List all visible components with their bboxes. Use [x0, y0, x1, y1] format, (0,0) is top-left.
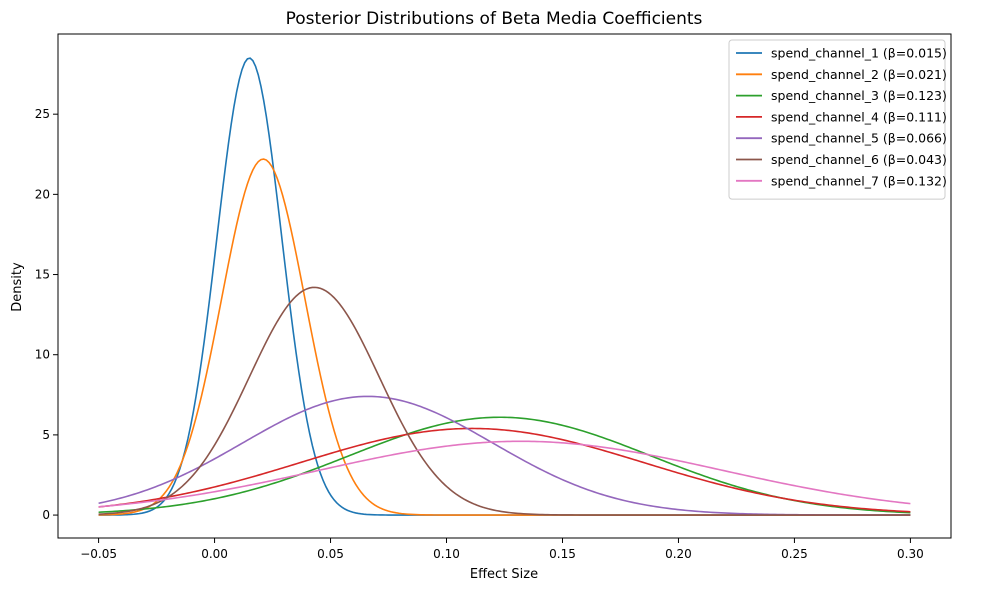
series-line-7 — [98, 440, 911, 508]
y-tick-label: 25 — [35, 107, 50, 121]
legend-box — [728, 39, 946, 200]
legend-label-6: spend_channel_6 (β=0.043) — [771, 152, 947, 167]
series-line-3 — [98, 416, 911, 514]
x-tick-label: 0.15 — [549, 547, 576, 561]
x-tick-label: 0.10 — [433, 547, 460, 561]
legend-label-1: spend_channel_1 (β=0.015) — [771, 46, 947, 61]
legend-label-3: spend_channel_3 (β=0.123) — [771, 88, 947, 103]
legend-label-4: spend_channel_4 (β=0.111) — [771, 109, 947, 124]
y-tick-label: 15 — [35, 268, 50, 282]
y-axis: 0 5 10 15 20 25 — [35, 107, 58, 522]
x-tick-label: 0.25 — [781, 547, 808, 561]
y-axis-label: Density — [10, 262, 25, 312]
x-axis: −0.05 0.00 0.05 0.10 0.15 0.20 0.25 0.30 — [80, 538, 924, 561]
plot-frame — [57, 33, 952, 539]
y-tick-label: 5 — [42, 428, 50, 442]
plot-area — [98, 57, 911, 516]
y-tick-label: 20 — [35, 187, 50, 201]
y-tick-label: 10 — [35, 348, 50, 362]
legend-label-5: spend_channel_5 (β=0.066) — [771, 131, 947, 146]
legend-label-2: spend_channel_2 (β=0.021) — [771, 67, 947, 82]
x-tick-label: 0.05 — [317, 547, 344, 561]
series-line-4 — [98, 427, 911, 513]
x-tick-label: −0.05 — [80, 547, 117, 561]
x-tick-label: 0.00 — [201, 547, 228, 561]
x-axis-label: Effect Size — [470, 567, 538, 582]
legend: spend_channel_1 (β=0.015) spend_channel_2… — [728, 39, 947, 200]
y-tick-label: 0 — [42, 508, 50, 522]
series-line-6 — [98, 286, 911, 516]
x-tick-label: 0.30 — [897, 547, 924, 561]
x-tick-label: 0.20 — [665, 547, 692, 561]
chart-title: Posterior Distributions of Beta Media Co… — [286, 9, 703, 29]
legend-label-7: spend_channel_7 (β=0.132) — [771, 173, 947, 188]
